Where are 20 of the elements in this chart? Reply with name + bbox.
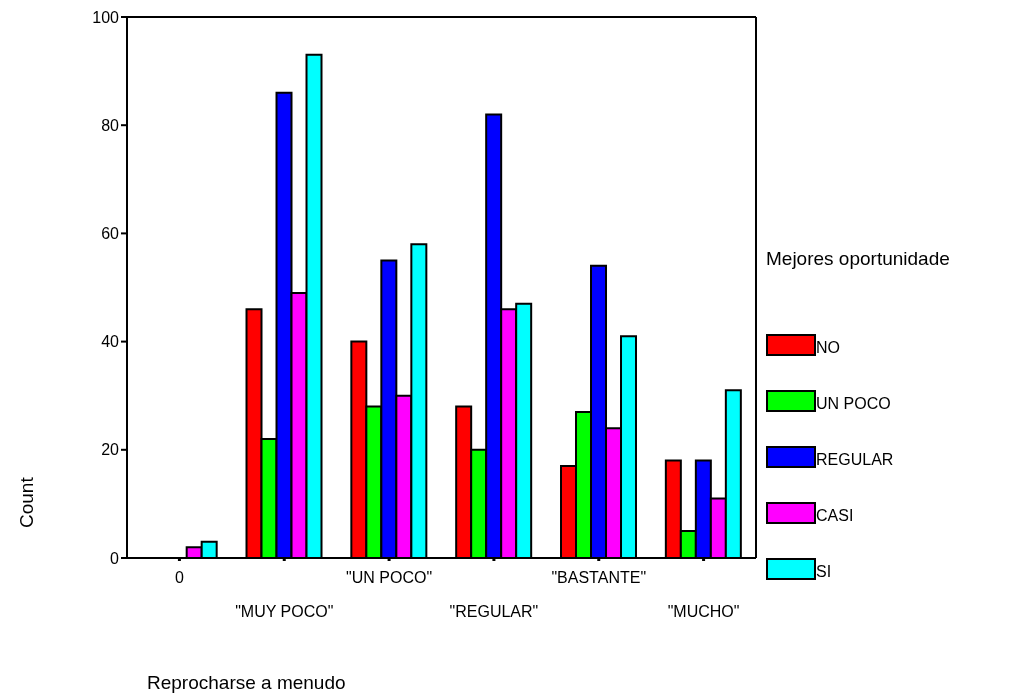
x-tick-label: "BASTANTE"	[551, 569, 647, 586]
legend-label: REGULAR	[816, 451, 894, 468]
legend-label: NO	[816, 339, 840, 356]
legend-title: Mejores oportunidade	[766, 248, 950, 270]
legend-label: CASI	[816, 507, 854, 524]
x-axis-title: Reprocharse a menudo	[147, 672, 346, 694]
x-tick-label: 0	[174, 569, 184, 586]
y-tick-label: 100	[92, 8, 120, 26]
y-tick-label: 40	[101, 333, 120, 351]
y-tick-label: 80	[101, 116, 120, 134]
y-axis-title: Count	[16, 477, 38, 528]
x-tick-label: "UN POCO"	[346, 569, 433, 586]
x-tick-label: "MUY POCO"	[235, 603, 334, 620]
legend-label: SI	[816, 563, 832, 580]
y-tick-label: 20	[101, 441, 120, 459]
y-tick-label: 60	[101, 225, 120, 243]
y-tick-label: 0	[110, 549, 120, 567]
x-tick-label: "MUCHO"	[667, 603, 740, 620]
legend-label: UN POCO	[816, 395, 891, 412]
x-tick-label: "REGULAR"	[449, 603, 539, 620]
